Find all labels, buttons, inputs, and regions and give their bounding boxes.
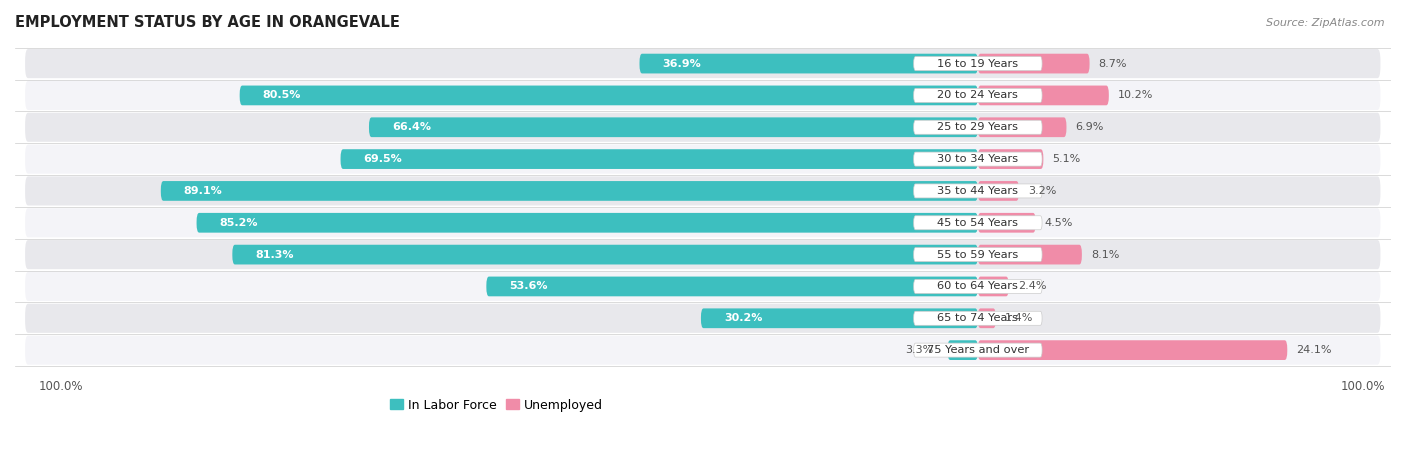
- FancyBboxPatch shape: [702, 308, 979, 328]
- Text: 4.5%: 4.5%: [1045, 218, 1073, 228]
- FancyBboxPatch shape: [914, 152, 1042, 166]
- FancyBboxPatch shape: [340, 149, 979, 169]
- FancyBboxPatch shape: [979, 340, 1288, 360]
- FancyBboxPatch shape: [979, 54, 1090, 74]
- FancyBboxPatch shape: [640, 54, 979, 74]
- FancyBboxPatch shape: [948, 340, 979, 360]
- Text: 24.1%: 24.1%: [1296, 345, 1331, 355]
- Text: 25 to 29 Years: 25 to 29 Years: [938, 122, 1018, 132]
- FancyBboxPatch shape: [160, 181, 979, 201]
- Text: 80.5%: 80.5%: [263, 90, 301, 101]
- FancyBboxPatch shape: [914, 120, 1042, 134]
- FancyBboxPatch shape: [24, 48, 1382, 79]
- FancyBboxPatch shape: [914, 88, 1042, 102]
- FancyBboxPatch shape: [232, 245, 979, 264]
- FancyBboxPatch shape: [239, 86, 979, 105]
- FancyBboxPatch shape: [24, 143, 1382, 175]
- FancyBboxPatch shape: [979, 117, 1067, 137]
- FancyBboxPatch shape: [914, 216, 1042, 230]
- FancyBboxPatch shape: [979, 86, 1109, 105]
- FancyBboxPatch shape: [979, 181, 1019, 201]
- Text: 36.9%: 36.9%: [662, 59, 702, 69]
- FancyBboxPatch shape: [24, 239, 1382, 270]
- Text: 69.5%: 69.5%: [364, 154, 402, 164]
- Text: 55 to 59 Years: 55 to 59 Years: [938, 249, 1018, 260]
- Text: 60 to 64 Years: 60 to 64 Years: [938, 281, 1018, 291]
- Text: 6.9%: 6.9%: [1076, 122, 1104, 132]
- Text: 35 to 44 Years: 35 to 44 Years: [938, 186, 1018, 196]
- FancyBboxPatch shape: [24, 207, 1382, 239]
- Text: 45 to 54 Years: 45 to 54 Years: [938, 218, 1018, 228]
- Text: 8.7%: 8.7%: [1098, 59, 1128, 69]
- FancyBboxPatch shape: [24, 175, 1382, 207]
- FancyBboxPatch shape: [24, 335, 1382, 366]
- FancyBboxPatch shape: [914, 280, 1042, 294]
- Text: 2.4%: 2.4%: [1018, 281, 1046, 291]
- FancyBboxPatch shape: [914, 56, 1042, 71]
- FancyBboxPatch shape: [914, 343, 1042, 357]
- FancyBboxPatch shape: [486, 276, 979, 296]
- Text: 16 to 19 Years: 16 to 19 Years: [938, 59, 1018, 69]
- Legend: In Labor Force, Unemployed: In Labor Force, Unemployed: [385, 394, 607, 417]
- FancyBboxPatch shape: [24, 112, 1382, 143]
- Text: 3.3%: 3.3%: [905, 345, 934, 355]
- FancyBboxPatch shape: [24, 80, 1382, 111]
- Text: 10.2%: 10.2%: [1118, 90, 1153, 101]
- FancyBboxPatch shape: [368, 117, 979, 137]
- Text: 85.2%: 85.2%: [219, 218, 257, 228]
- FancyBboxPatch shape: [24, 303, 1382, 334]
- Text: 30 to 34 Years: 30 to 34 Years: [938, 154, 1018, 164]
- Text: 5.1%: 5.1%: [1053, 154, 1081, 164]
- Text: 20 to 24 Years: 20 to 24 Years: [938, 90, 1018, 101]
- Text: 89.1%: 89.1%: [184, 186, 222, 196]
- Text: 30.2%: 30.2%: [724, 313, 762, 323]
- FancyBboxPatch shape: [979, 276, 1008, 296]
- FancyBboxPatch shape: [914, 184, 1042, 198]
- FancyBboxPatch shape: [979, 308, 995, 328]
- Text: 1.4%: 1.4%: [1005, 313, 1033, 323]
- FancyBboxPatch shape: [914, 311, 1042, 325]
- Text: EMPLOYMENT STATUS BY AGE IN ORANGEVALE: EMPLOYMENT STATUS BY AGE IN ORANGEVALE: [15, 15, 399, 30]
- Text: 8.1%: 8.1%: [1091, 249, 1119, 260]
- FancyBboxPatch shape: [979, 213, 1036, 233]
- FancyBboxPatch shape: [979, 149, 1043, 169]
- Text: 66.4%: 66.4%: [392, 122, 430, 132]
- Text: 53.6%: 53.6%: [509, 281, 548, 291]
- FancyBboxPatch shape: [197, 213, 979, 233]
- Text: 75 Years and over: 75 Years and over: [927, 345, 1029, 355]
- FancyBboxPatch shape: [24, 271, 1382, 302]
- Text: 3.2%: 3.2%: [1028, 186, 1056, 196]
- FancyBboxPatch shape: [979, 245, 1081, 264]
- Text: 65 to 74 Years: 65 to 74 Years: [938, 313, 1018, 323]
- FancyBboxPatch shape: [914, 248, 1042, 262]
- Text: Source: ZipAtlas.com: Source: ZipAtlas.com: [1267, 18, 1385, 28]
- Text: 81.3%: 81.3%: [256, 249, 294, 260]
